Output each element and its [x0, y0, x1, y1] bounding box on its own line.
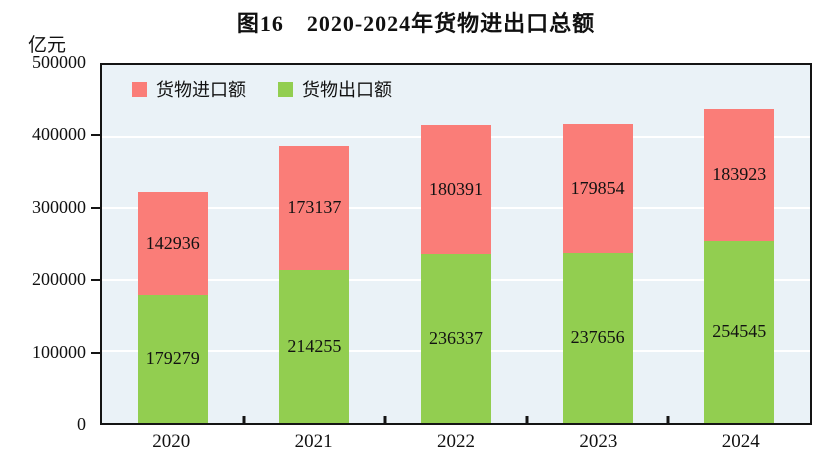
bar-group-2021: 173137 214255: [279, 65, 350, 423]
bar-segment: 179854: [562, 124, 633, 253]
bar-value-label: 237656: [570, 327, 625, 348]
x-tick-mark: [525, 416, 529, 423]
bar-segment: 183923: [704, 109, 775, 241]
bar-value-label: 173137: [287, 197, 342, 218]
bar-value-label: 254545: [712, 321, 767, 342]
y-axis-ticks: [91, 63, 100, 425]
bar-segment: 214255: [279, 269, 350, 423]
y-tick-label: 500000: [32, 52, 86, 73]
x-tick-label: 2024: [721, 431, 760, 452]
y-tick-label: 300000: [32, 196, 86, 217]
legend-label: 货物进口额: [156, 80, 246, 100]
y-tick-label: 400000: [32, 124, 86, 145]
bar-group-2022: 180391 236337: [421, 65, 491, 423]
bar-value-label: 214255: [287, 335, 342, 356]
bar-segment: 179279: [137, 294, 208, 423]
legend: 货物进口额 货物出口额: [132, 76, 392, 102]
bar-segment: 254545: [704, 240, 775, 423]
x-tick-label: 2022: [437, 431, 475, 452]
legend-item: 货物进口额: [132, 76, 246, 102]
legend-swatch-icon: [278, 81, 293, 97]
x-tick-label: 2021: [294, 431, 333, 452]
bar-group-2024: 183923 254545: [704, 65, 775, 423]
y-tick-mark: [91, 351, 100, 354]
x-tick-label: 2020: [152, 431, 191, 452]
bar-value-label: 142936: [145, 232, 200, 253]
bar-value-label: 236337: [429, 327, 483, 348]
bar-segment: 180391: [421, 124, 491, 254]
y-axis-unit-label: 亿元: [28, 35, 67, 56]
y-tick-mark: [91, 279, 100, 282]
bar-segment: 236337: [421, 253, 491, 423]
y-tick-mark: [91, 206, 100, 209]
bar-segment: 237656: [562, 252, 633, 423]
y-tick-label: 100000: [32, 341, 86, 362]
y-tick-label: 0: [77, 414, 86, 435]
bar-value-label: 183923: [712, 164, 767, 185]
legend-item: 货物出口额: [278, 76, 392, 102]
legend-swatch-icon: [132, 81, 147, 97]
bar-value-label: 179279: [145, 348, 200, 369]
bar-value-label: 180391: [429, 178, 483, 199]
x-tick-mark: [666, 416, 670, 423]
y-axis-labels: 0 100000 200000 300000 400000 500000: [0, 52, 86, 434]
x-axis-labels: 2020 2021 2022 2023 2024: [100, 431, 812, 457]
bar-value-label: 179854: [570, 177, 625, 198]
bar-segment: 142936: [137, 192, 208, 295]
y-tick-mark: [91, 134, 100, 137]
bar-group-2023: 179854 237656: [562, 65, 633, 423]
x-tick-label: 2023: [579, 431, 618, 452]
bar-segment: 173137: [279, 145, 350, 270]
plot-area: 货物进口额 货物出口额 142936 179279 173137 214255 18039…: [100, 63, 812, 425]
chart-title: 图16 2020-2024年货物进出口总额: [236, 11, 596, 36]
x-tick-mark: [383, 416, 387, 423]
x-tick-mark: [242, 416, 246, 423]
legend-label: 货物出口额: [302, 80, 392, 100]
y-tick-label: 200000: [32, 269, 86, 290]
bar-group-2020: 142936 179279: [137, 65, 208, 423]
